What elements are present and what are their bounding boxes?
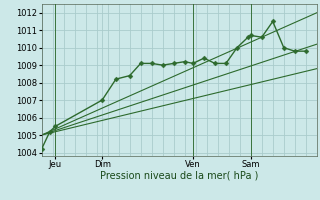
X-axis label: Pression niveau de la mer( hPa ): Pression niveau de la mer( hPa ) — [100, 171, 258, 181]
